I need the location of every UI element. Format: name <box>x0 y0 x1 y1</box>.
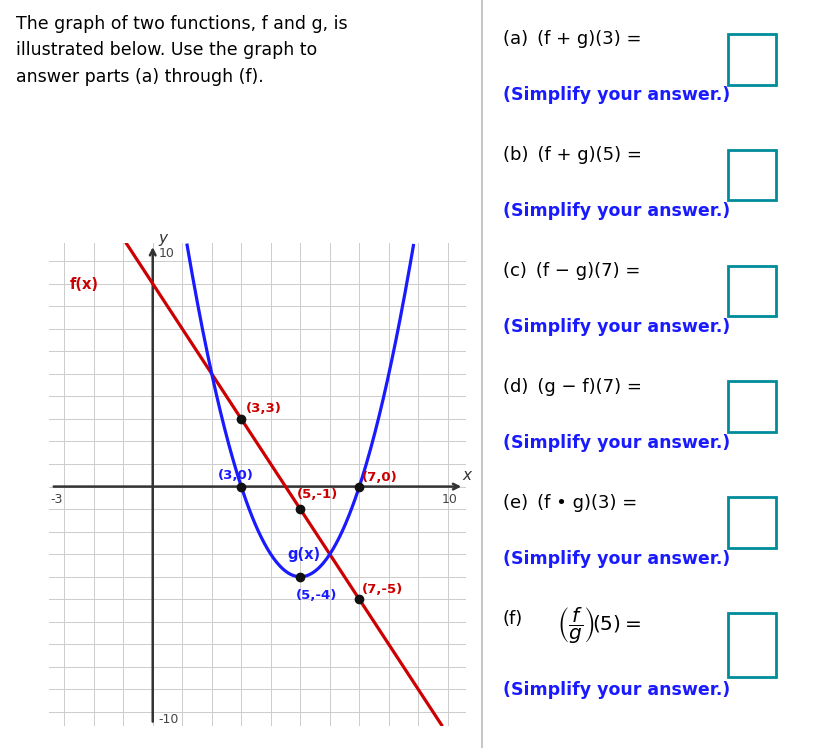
Text: (c) (f − g)(7) =: (c) (f − g)(7) = <box>503 262 640 280</box>
Text: (5,-4): (5,-4) <box>296 589 337 602</box>
Text: (Simplify your answer.): (Simplify your answer.) <box>503 86 730 104</box>
Text: -3: -3 <box>50 494 63 506</box>
Text: (Simplify your answer.): (Simplify your answer.) <box>503 202 730 220</box>
Text: 10: 10 <box>159 247 175 260</box>
Text: (Simplify your answer.): (Simplify your answer.) <box>503 550 730 568</box>
Text: (5,-1): (5,-1) <box>297 488 339 501</box>
Text: y: y <box>158 231 167 247</box>
Text: f(x): f(x) <box>70 277 99 292</box>
Bar <box>728 34 776 85</box>
Text: -10: -10 <box>159 713 179 726</box>
Text: x: x <box>462 468 471 482</box>
Text: (b) (f + g)(5) =: (b) (f + g)(5) = <box>503 146 641 164</box>
Text: (3,3): (3,3) <box>246 402 282 415</box>
Bar <box>728 381 776 432</box>
Text: $\left(\dfrac{f}{g}\right)\!(5) =$: $\left(\dfrac{f}{g}\right)\!(5) =$ <box>557 606 642 646</box>
Text: (3,0): (3,0) <box>218 469 254 482</box>
Bar <box>728 613 776 677</box>
Text: 10: 10 <box>442 494 457 506</box>
Bar <box>728 266 776 316</box>
Text: (Simplify your answer.): (Simplify your answer.) <box>503 318 730 336</box>
Text: (e) (f • g)(3) =: (e) (f • g)(3) = <box>503 494 637 512</box>
Text: (Simplify your answer.): (Simplify your answer.) <box>503 681 730 699</box>
Text: (d) (g − f)(7) =: (d) (g − f)(7) = <box>503 378 641 396</box>
Text: (7,0): (7,0) <box>362 471 397 484</box>
Text: (a) (f + g)(3) =: (a) (f + g)(3) = <box>503 30 641 48</box>
Bar <box>728 150 776 200</box>
Text: g(x): g(x) <box>287 547 321 562</box>
Text: The graph of two functions, f and g, is
illustrated below. Use the graph to
answ: The graph of two functions, f and g, is … <box>16 15 348 86</box>
Bar <box>728 497 776 548</box>
Text: (7,-5): (7,-5) <box>362 583 403 595</box>
Text: (f): (f) <box>503 610 522 628</box>
Text: (Simplify your answer.): (Simplify your answer.) <box>503 434 730 452</box>
